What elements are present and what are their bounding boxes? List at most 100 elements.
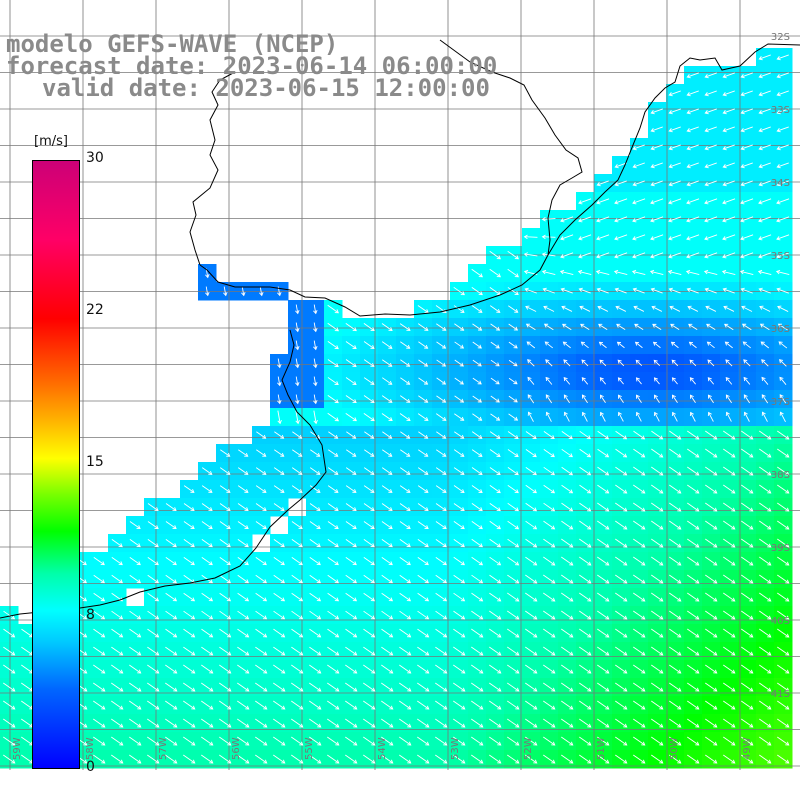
- wind-arrow-head: [533, 687, 538, 692]
- wind-arrow: [295, 304, 299, 314]
- wind-arrow: [291, 664, 303, 674]
- wind-arrow-head: [641, 471, 646, 476]
- wind-arrow: [543, 484, 555, 494]
- wind-arrow: [399, 646, 411, 656]
- wind-arrow-head: [425, 687, 430, 692]
- wind-arrow: [705, 306, 717, 312]
- wind-arrow-head: [497, 705, 502, 710]
- wind-arrow-head: [776, 110, 781, 115]
- wind-arrow-head: [569, 723, 574, 728]
- wind-arrow: [345, 467, 357, 475]
- wind-arrow-head: [370, 525, 375, 530]
- wind-arrow-head: [244, 470, 249, 475]
- wind-arrow-head: [479, 705, 484, 710]
- wind-arrow-head: [785, 669, 790, 674]
- wind-arrow: [633, 430, 645, 440]
- wind-arrow-head: [353, 759, 358, 764]
- wind-arrow-head: [281, 759, 286, 764]
- wind-arrow-head: [334, 507, 339, 511]
- wind-arrow: [183, 610, 195, 620]
- wind-arrow: [741, 682, 753, 692]
- wind-arrow: [201, 700, 213, 710]
- wind-arrow-head: [407, 687, 412, 692]
- wind-arrow: [363, 395, 375, 403]
- wind-arrow-head: [155, 741, 160, 746]
- wind-arrow-head: [532, 471, 537, 476]
- wind-arrow: [777, 448, 789, 458]
- wind-arrow-head: [767, 741, 772, 746]
- wind-arrow: [111, 610, 123, 620]
- wind-arrow-head: [119, 651, 124, 656]
- wind-arrow-head: [407, 669, 412, 674]
- wind-arrow-head: [551, 525, 556, 530]
- wind-arrow: [651, 466, 663, 476]
- wind-arrow-head: [659, 435, 664, 440]
- wind-arrow: [669, 646, 681, 656]
- wind-arrow: [759, 682, 771, 692]
- wind-arrow-head: [442, 507, 447, 511]
- wind-arrow-head: [281, 669, 286, 674]
- wind-arrow: [777, 484, 789, 494]
- wind-arrow-head: [316, 489, 321, 493]
- wind-arrow: [759, 646, 771, 656]
- wind-arrow-head: [704, 218, 709, 223]
- lat-label: 37S: [771, 397, 790, 408]
- wind-arrow-head: [633, 305, 638, 310]
- wind-arrow-head: [299, 651, 304, 656]
- wind-arrow-head: [740, 218, 745, 223]
- wind-arrow: [21, 736, 33, 746]
- wind-arrow: [578, 216, 592, 222]
- wind-arrow: [489, 754, 501, 764]
- wind-arrow-head: [599, 394, 604, 399]
- wind-arrow: [454, 359, 464, 367]
- colorbar-tick: 15: [86, 454, 104, 470]
- wind-arrow: [237, 556, 249, 566]
- model-title: modelo GEFS-WAVE (NCEP): [6, 30, 339, 58]
- wind-arrow-head: [598, 323, 603, 328]
- wind-arrow-head: [208, 579, 213, 584]
- wind-arrow-head: [569, 651, 574, 656]
- wind-arrow: [654, 412, 660, 422]
- wind-arrow: [507, 502, 519, 512]
- wind-arrow: [615, 700, 627, 710]
- wind-arrow-head: [623, 705, 628, 710]
- wind-arrow: [490, 395, 500, 403]
- wind-arrow-head: [659, 597, 664, 602]
- wind-arrow: [381, 682, 393, 692]
- wind-arrow: [237, 646, 249, 656]
- wind-arrow-head: [725, 394, 730, 399]
- wind-arrow: [435, 700, 447, 710]
- wind-arrow-head: [695, 435, 700, 440]
- wind-arrow-head: [587, 687, 592, 692]
- wind-arrow-head: [388, 507, 393, 511]
- wind-arrow-head: [695, 507, 700, 512]
- wind-arrow-head: [478, 543, 483, 548]
- wind-arrow: [489, 520, 501, 530]
- wind-arrow-head: [614, 218, 619, 223]
- wind-arrow: [165, 503, 177, 511]
- wind-arrow: [706, 323, 716, 331]
- wind-arrow-head: [550, 507, 556, 512]
- wind-arrow: [582, 394, 588, 404]
- wind-arrow-head: [352, 525, 357, 530]
- wind-arrow: [418, 377, 428, 385]
- wind-arrow: [274, 449, 284, 457]
- wind-arrow: [597, 180, 609, 186]
- wind-arrow: [723, 126, 735, 132]
- wind-arrow-head: [614, 164, 619, 169]
- wind-arrow-head: [263, 759, 268, 764]
- wind-arrow: [741, 718, 753, 728]
- wind-arrow-head: [569, 741, 574, 746]
- wind-arrow-head: [542, 287, 547, 292]
- wind-arrow-head: [695, 687, 700, 692]
- wind-arrow-head: [677, 597, 682, 602]
- wind-arrow: [345, 359, 357, 367]
- wind-arrow: [687, 430, 699, 440]
- wind-arrow: [545, 359, 553, 367]
- wind-arrow-head: [317, 741, 322, 746]
- wind-arrow-head: [761, 411, 766, 416]
- wind-arrow-head: [569, 705, 574, 710]
- wind-arrow: [183, 718, 195, 728]
- wind-arrow: [615, 682, 627, 692]
